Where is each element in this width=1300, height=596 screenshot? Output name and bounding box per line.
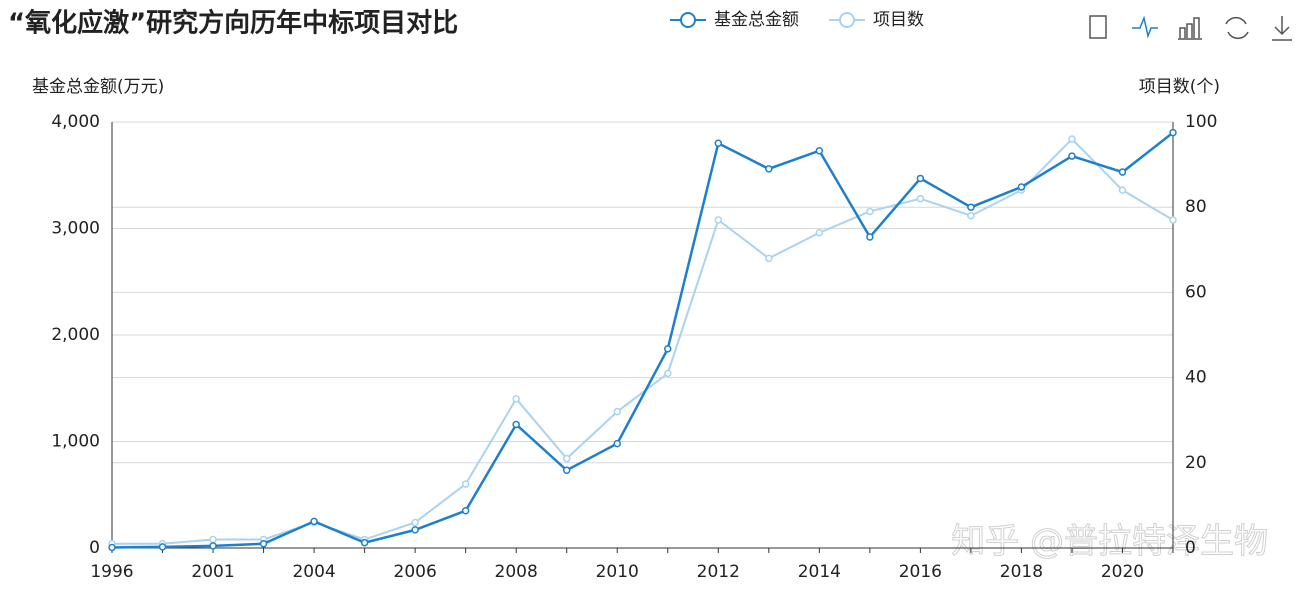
x-tick-label: 2004 [292, 562, 335, 582]
data-point [209, 535, 217, 544]
data-point [259, 539, 268, 548]
x-tick-label: 2006 [394, 562, 437, 582]
data-point [613, 439, 621, 448]
series-line [111, 131, 1174, 549]
series-line [112, 137, 1174, 545]
data-point [765, 254, 773, 263]
data-point [1169, 216, 1177, 224]
save-icon[interactable] [1272, 16, 1292, 41]
data-point [1118, 168, 1127, 176]
data-point [461, 480, 470, 488]
data-point [714, 139, 723, 148]
data-point [613, 407, 621, 416]
toolbox[interactable] [1089, 15, 1292, 41]
data-point [1068, 152, 1076, 160]
data-point [562, 454, 571, 463]
legend-item[interactable]: 基金总金额 [670, 10, 799, 30]
legend-item[interactable]: 项目数 [829, 10, 924, 30]
x-tick-label: 2008 [495, 562, 538, 582]
y2-tick-label: 80 [1185, 197, 1207, 217]
x-tick-label: 2001 [191, 562, 234, 582]
chart-title: “氧化应激”研究方向历年中标项目对比 [8, 8, 458, 39]
x-tick-label: 2018 [1000, 562, 1043, 582]
y2-tick-label: 0 [1185, 538, 1196, 558]
x-tick-label: 2010 [596, 562, 639, 582]
legend-label: 基金总金额 [714, 10, 799, 30]
y2-tick-label: 100 [1185, 112, 1217, 132]
x-tick-label: 2012 [697, 562, 740, 582]
y-axis-title: 基金总金额(万元) [32, 77, 164, 97]
restore-icon[interactable] [1225, 16, 1249, 40]
line-icon[interactable] [1132, 15, 1158, 39]
data-point [664, 369, 672, 378]
data-point [310, 517, 318, 526]
data-point [866, 207, 874, 216]
data-point [664, 345, 672, 353]
legend-marker [839, 12, 855, 28]
bar-icon[interactable] [1178, 17, 1202, 40]
data-point [967, 211, 975, 220]
y-tick-label: 4,000 [51, 112, 100, 132]
data-point [916, 174, 925, 183]
data-point [411, 526, 419, 534]
data-point [916, 194, 925, 203]
data-point [1017, 183, 1026, 191]
data-point [108, 543, 116, 552]
y-tick-label: 3,000 [51, 219, 100, 239]
data-point [1118, 186, 1127, 194]
data-point [1068, 135, 1076, 143]
data-point [360, 538, 369, 547]
x-tick-label: 1996 [90, 562, 133, 582]
data-point [1169, 128, 1177, 137]
y-tick-label: 2,000 [51, 325, 100, 345]
data-point [209, 542, 217, 550]
x-tick-label: 2016 [899, 562, 942, 582]
data-point [765, 165, 773, 173]
data-point [158, 543, 167, 551]
data-point [815, 147, 824, 155]
x-tick-label: 2014 [798, 562, 841, 582]
data-point [512, 420, 520, 429]
legend-label: 项目数 [873, 10, 924, 30]
grid [112, 121, 1173, 549]
data-point [815, 229, 824, 237]
data-point [714, 216, 723, 224]
data-point [866, 233, 874, 241]
legend-marker [680, 12, 696, 28]
y2-tick-label: 40 [1185, 368, 1207, 388]
data-point [562, 466, 571, 475]
data-point [967, 203, 975, 211]
data-point [461, 506, 470, 515]
watermark: 知乎 @普拉特泽生物 [951, 522, 1268, 562]
data-point [512, 395, 520, 403]
data-view-icon[interactable] [1089, 15, 1107, 39]
y-tick-label: 1,000 [51, 432, 100, 452]
y2-axis-title: 项目数(个) [1139, 77, 1220, 97]
data-point [411, 518, 419, 527]
x-tick-label: 2020 [1101, 562, 1144, 582]
y2-tick-label: 60 [1185, 282, 1207, 302]
y2-tick-label: 20 [1185, 453, 1207, 473]
y-tick-label: 0 [89, 538, 100, 558]
